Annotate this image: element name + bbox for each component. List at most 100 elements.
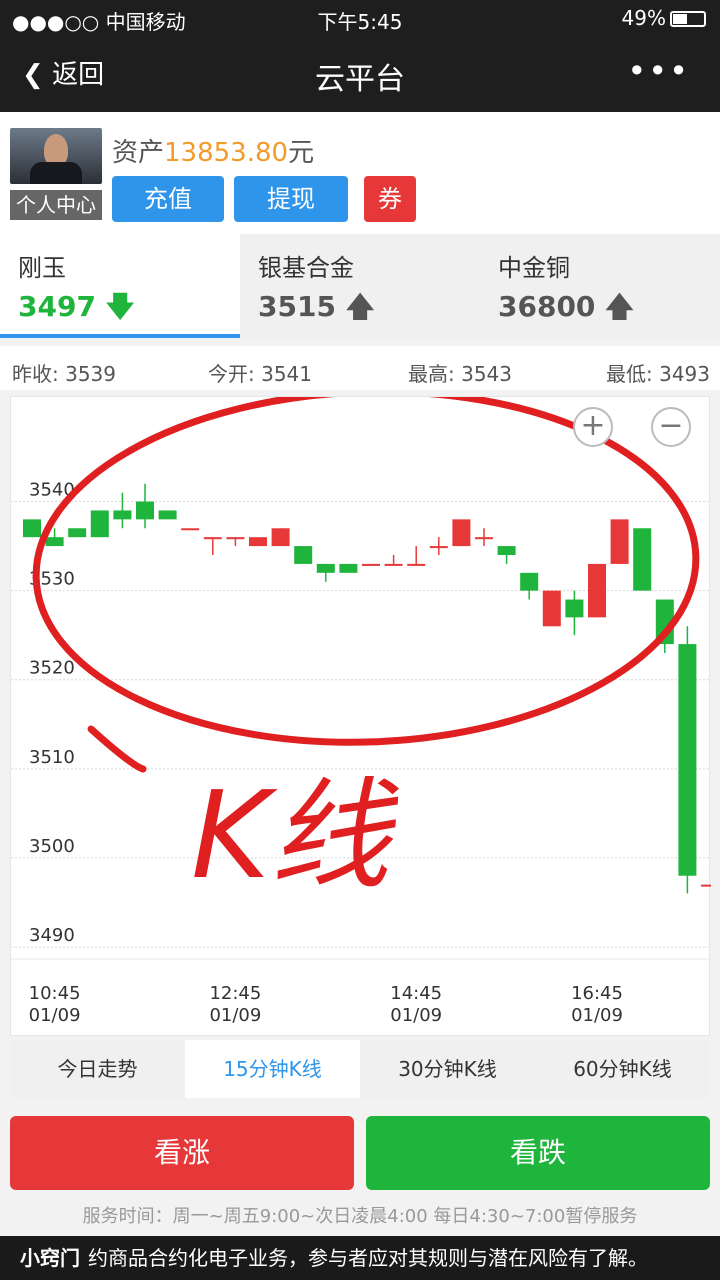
x-tick-time: 10:45 — [29, 983, 81, 1004]
asset-balance: 资产13853.80元 — [112, 132, 314, 169]
candle-body — [588, 563, 606, 618]
candle-body — [497, 546, 516, 555]
account-header: 个人中心 资产13853.80元 充值 提现 券 — [0, 112, 720, 234]
carrier: ●●●○○ 中国移动 — [12, 10, 186, 34]
chevron-left-icon: ❮ — [22, 60, 44, 90]
status-bar: ●●●○○ 中国移动 下午5:45 49% — [0, 0, 720, 36]
candle-body — [542, 590, 561, 627]
arrow-up-icon: 🡅 — [605, 290, 634, 323]
y-tick-label: 3510 — [29, 747, 75, 768]
candle-body — [181, 528, 200, 531]
x-tick-date: 01/09 — [390, 1005, 442, 1026]
avatar-body — [30, 162, 82, 184]
candle-body — [610, 519, 629, 564]
annotation-text: K线 — [191, 767, 400, 906]
high-price: 最高: 3543 — [408, 362, 512, 386]
product-tabs: 刚玉 3497 🡇 银基合金 3515 🡅 中金铜 36800 🡅 — [0, 234, 720, 338]
y-tick-label: 3500 — [29, 836, 75, 857]
avatar[interactable] — [10, 128, 102, 184]
asset-label: 资产 — [112, 138, 165, 168]
low-price: 最低: 3493 — [606, 362, 710, 386]
tab-15min-kline[interactable]: 15分钟K线 — [185, 1040, 360, 1098]
buy-fall-button[interactable]: 看跌 — [366, 1116, 710, 1190]
prev-close: 昨收: 3539 — [12, 362, 116, 386]
nav-bar: ❮ 返回 云平台 ••• — [0, 36, 720, 112]
candle-body — [565, 599, 584, 618]
candle-body — [158, 510, 177, 520]
zoom-out-icon[interactable]: − — [651, 407, 691, 447]
annotation-tail — [87, 725, 147, 773]
candle-body — [249, 537, 267, 547]
candle-body — [475, 537, 493, 540]
candle-body — [226, 537, 245, 540]
y-tick-label: 3540 — [29, 480, 75, 501]
y-tick-label: 3490 — [29, 925, 75, 946]
service-hours: 服务时间：周一~周五9:00~次日凌晨4:00 每日4:30~7:00暂停服务 — [82, 1206, 638, 1227]
candle-body — [68, 528, 87, 538]
arrow-up-icon: 🡅 — [345, 290, 375, 323]
risk-ticker: 小窍门 约商品合约化电子业务，参与者应对其规则与潜在风险有了解。 — [0, 1236, 720, 1280]
product-price: 36800 🡅 — [498, 286, 634, 334]
product-name: 中金铜 — [498, 254, 570, 282]
product-tab-silver-alloy[interactable]: 银基合金 3515 🡅 — [240, 234, 480, 338]
personal-center-button[interactable]: 个人中心 — [10, 190, 102, 220]
tab-30min-kline[interactable]: 30分钟K线 — [398, 1057, 497, 1081]
zoom-in-icon[interactable]: + — [573, 407, 613, 447]
clock: 下午5:45 — [317, 10, 403, 34]
more-icon[interactable]: ••• — [627, 52, 690, 90]
battery-indicator: 49% — [622, 6, 706, 30]
y-tick-label: 3520 — [29, 658, 75, 679]
product-name: 刚玉 — [18, 254, 66, 282]
open-price: 今开: 3541 — [208, 362, 312, 386]
price-value: 3497 — [18, 290, 96, 323]
kline-svg: 35403530352035103500349010:4501/0912:450… — [11, 397, 711, 1026]
annotation-circle — [32, 397, 700, 746]
x-tick-date: 01/09 — [29, 1005, 81, 1026]
product-tab-gangyu[interactable]: 刚玉 3497 🡇 — [0, 234, 240, 338]
period-tabs: 今日走势 15分钟K线 30分钟K线 60分钟K线 — [10, 1040, 710, 1098]
candle-body — [384, 563, 403, 566]
price-value: 36800 — [498, 290, 596, 323]
x-tick-time: 16:45 — [571, 983, 623, 1004]
asset-value: 13853.80 — [164, 138, 289, 168]
candle-body — [633, 528, 652, 591]
x-tick-time: 12:45 — [209, 983, 261, 1004]
footer-logo: 小窍门 — [20, 1246, 80, 1270]
tab-60min-kline[interactable]: 60分钟K线 — [573, 1057, 672, 1081]
candle-body — [520, 572, 539, 591]
tab-today-trend[interactable]: 今日走势 — [57, 1057, 138, 1081]
product-tab-copper[interactable]: 中金铜 36800 🡅 — [480, 234, 720, 338]
back-label: 返回 — [52, 60, 105, 90]
battery-percent: 49% — [621, 6, 666, 30]
x-tick-time: 14:45 — [390, 983, 442, 1004]
coupon-button[interactable]: 券 — [364, 176, 416, 222]
candle-body — [271, 528, 290, 547]
candle-body — [701, 884, 711, 887]
candle-body — [452, 519, 471, 547]
withdraw-button[interactable]: 提现 — [234, 176, 348, 222]
product-price: 3515 🡅 — [258, 286, 374, 334]
product-name: 银基合金 — [258, 254, 354, 282]
candle-body — [362, 563, 380, 566]
recharge-button[interactable]: 充值 — [112, 176, 224, 222]
risk-text: 约商品合约化电子业务，参与者应对其规则与潜在风险有了解。 — [88, 1246, 648, 1270]
candle-body — [339, 563, 358, 573]
quote-summary: 昨收: 3539 今开: 3541 最高: 3543 最低: 3493 — [0, 346, 720, 390]
arrow-down-icon: 🡇 — [105, 290, 135, 323]
page-title: 云平台 — [315, 62, 405, 97]
price-value: 3515 — [258, 290, 336, 323]
candle-body — [203, 537, 222, 540]
candle-body — [407, 563, 426, 566]
product-price: 3497 🡇 — [18, 286, 134, 334]
candle-body — [429, 546, 448, 549]
battery-icon — [670, 11, 706, 27]
kline-chart[interactable]: 3540 3530 3520 3510 3500 3490 10:45 01/09 12:45 0… — [10, 396, 711, 1036]
back-button[interactable]: ❮ 返回 — [22, 54, 104, 91]
candle-body — [316, 563, 335, 573]
candle-body — [294, 546, 313, 564]
x-tick-date: 01/09 — [209, 1005, 261, 1026]
candle-body — [113, 510, 132, 520]
candle-body — [23, 519, 41, 538]
buy-rise-button[interactable]: 看涨 — [10, 1116, 354, 1190]
candle-body — [90, 510, 109, 538]
